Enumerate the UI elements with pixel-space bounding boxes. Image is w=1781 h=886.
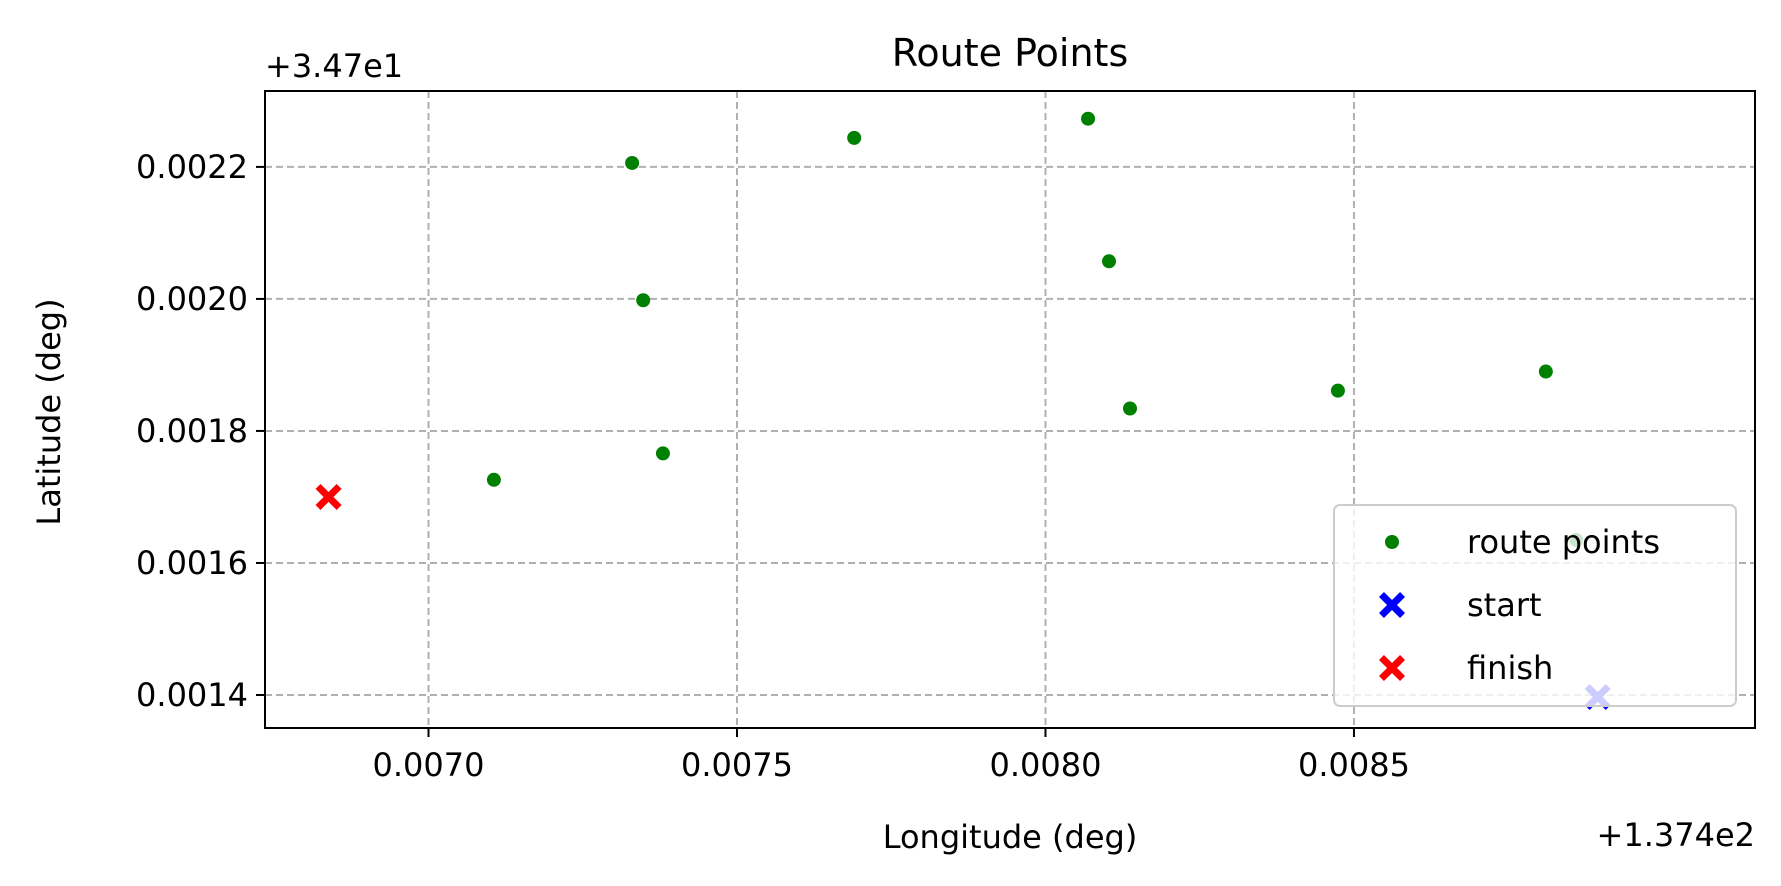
x-offset-label: +1.374e2	[1597, 816, 1755, 854]
x-tick-label: 0.0075	[681, 746, 793, 784]
x-tick-label: 0.0085	[1298, 746, 1410, 784]
legend-label: route points	[1467, 523, 1660, 561]
route-points-marker	[1123, 401, 1138, 416]
ticks: 0.0070 0.0075 0.0080 0.0085 0.0014 0.0016 0.00…	[136, 148, 1410, 784]
y-offset-label: +3.47e1	[265, 47, 403, 85]
axes-frame	[264, 90, 1756, 729]
y-tick-label: 0.0018	[136, 412, 248, 450]
route-points-marker	[847, 130, 862, 145]
route-points-marker	[655, 446, 670, 461]
x-tick-label: 0.0080	[989, 746, 1101, 784]
y-tick-label: 0.0014	[136, 676, 248, 714]
route-points-marker	[1330, 383, 1345, 398]
legend: route points start finish	[1333, 504, 1737, 707]
route-points-marker	[1102, 254, 1117, 269]
finish-marker	[315, 483, 342, 510]
route-points-marker	[625, 155, 640, 170]
route-points-marker	[1538, 364, 1553, 379]
y-tick-label: 0.0020	[136, 280, 248, 318]
legend-route-points-marker	[1385, 535, 1399, 549]
legend-finish-marker	[1379, 655, 1405, 681]
y-axis-title: Latitude (deg)	[30, 298, 68, 525]
route-points-marker	[486, 472, 501, 487]
legend-start-marker	[1379, 592, 1405, 618]
y-tick-label: 0.0016	[136, 544, 248, 582]
chart-title: Route Points	[892, 31, 1129, 75]
route-points-marker	[1081, 111, 1096, 126]
x-axis-title: Longitude (deg)	[883, 818, 1138, 856]
legend-label: finish	[1467, 649, 1553, 687]
x-tick-label: 0.0070	[373, 746, 485, 784]
y-tick-label: 0.0022	[136, 148, 248, 186]
legend-box	[1333, 504, 1737, 707]
legend-label: start	[1467, 586, 1542, 624]
route-points-marker	[636, 293, 651, 308]
